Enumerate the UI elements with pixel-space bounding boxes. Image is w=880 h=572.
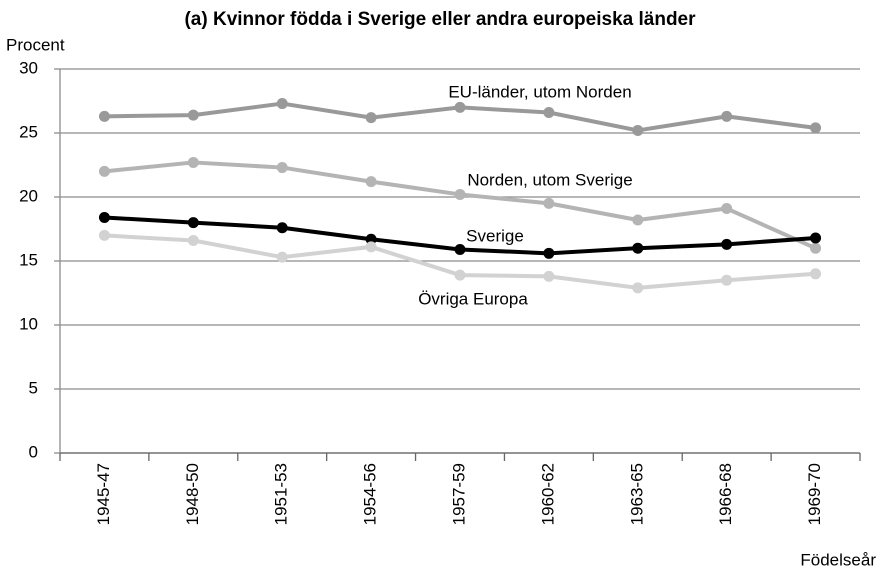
series-point [98, 211, 110, 223]
series-point [365, 241, 377, 253]
series-point [454, 188, 466, 200]
series-point [632, 124, 644, 136]
series-point [810, 122, 822, 134]
series-point [543, 247, 555, 259]
series-point [454, 269, 466, 281]
series-point [276, 222, 288, 234]
series-point [721, 203, 733, 215]
x-tick-label: 1954-56 [361, 463, 380, 525]
y-tick-label: 0 [29, 442, 38, 461]
series-point [365, 176, 377, 188]
series-point [632, 282, 644, 294]
series-point [187, 109, 199, 121]
series-point [810, 242, 822, 254]
series-point [98, 229, 110, 241]
series-point [543, 107, 555, 119]
series-point [365, 112, 377, 124]
series-point [543, 197, 555, 209]
series-point [276, 162, 288, 174]
x-tick-label: 1948-50 [183, 463, 202, 525]
series-label: Sverige [466, 226, 524, 245]
x-tick-label: 1966-68 [716, 463, 735, 525]
series-point [543, 270, 555, 282]
x-tick-label: 1963-65 [627, 463, 646, 525]
y-tick-label: 15 [19, 250, 38, 269]
x-tick-label: 1957-59 [449, 463, 468, 525]
series-point [454, 101, 466, 113]
series-point [187, 235, 199, 247]
series-label: Övriga Europa [418, 289, 528, 308]
series-point [276, 98, 288, 110]
chart-title: (a) Kvinnor födda i Sverige eller andra … [184, 9, 696, 30]
y-tick-label: 30 [19, 58, 38, 77]
series-point [276, 251, 288, 263]
x-tick-label: 1969-70 [805, 463, 824, 525]
y-tick-label: 20 [19, 186, 38, 205]
series-point [632, 214, 644, 226]
series-point [187, 156, 199, 168]
series-label: Norden, utom Sverige [467, 170, 632, 189]
series-point [721, 110, 733, 122]
y-tick-label: 5 [29, 378, 38, 397]
x-axis-label: Födelseår [800, 550, 876, 569]
series-line [104, 160, 817, 251]
series-point [365, 233, 377, 245]
series-label: EU-länder, utom Norden [448, 82, 631, 101]
series-point [721, 274, 733, 286]
series-point [187, 217, 199, 229]
x-tick-label: 1951-53 [272, 463, 291, 525]
y-tick-label: 10 [19, 314, 38, 333]
y-tick-label: 25 [19, 122, 38, 141]
series-point [632, 242, 644, 254]
x-tick-label: 1960-62 [538, 463, 557, 525]
series-point [810, 232, 822, 244]
series-point [721, 238, 733, 250]
series-point [454, 243, 466, 255]
series-point [98, 165, 110, 177]
series-point [810, 268, 822, 280]
series-point [98, 110, 110, 122]
y-axis-label: Procent [6, 35, 65, 54]
x-tick-label: 1945-47 [94, 463, 113, 525]
